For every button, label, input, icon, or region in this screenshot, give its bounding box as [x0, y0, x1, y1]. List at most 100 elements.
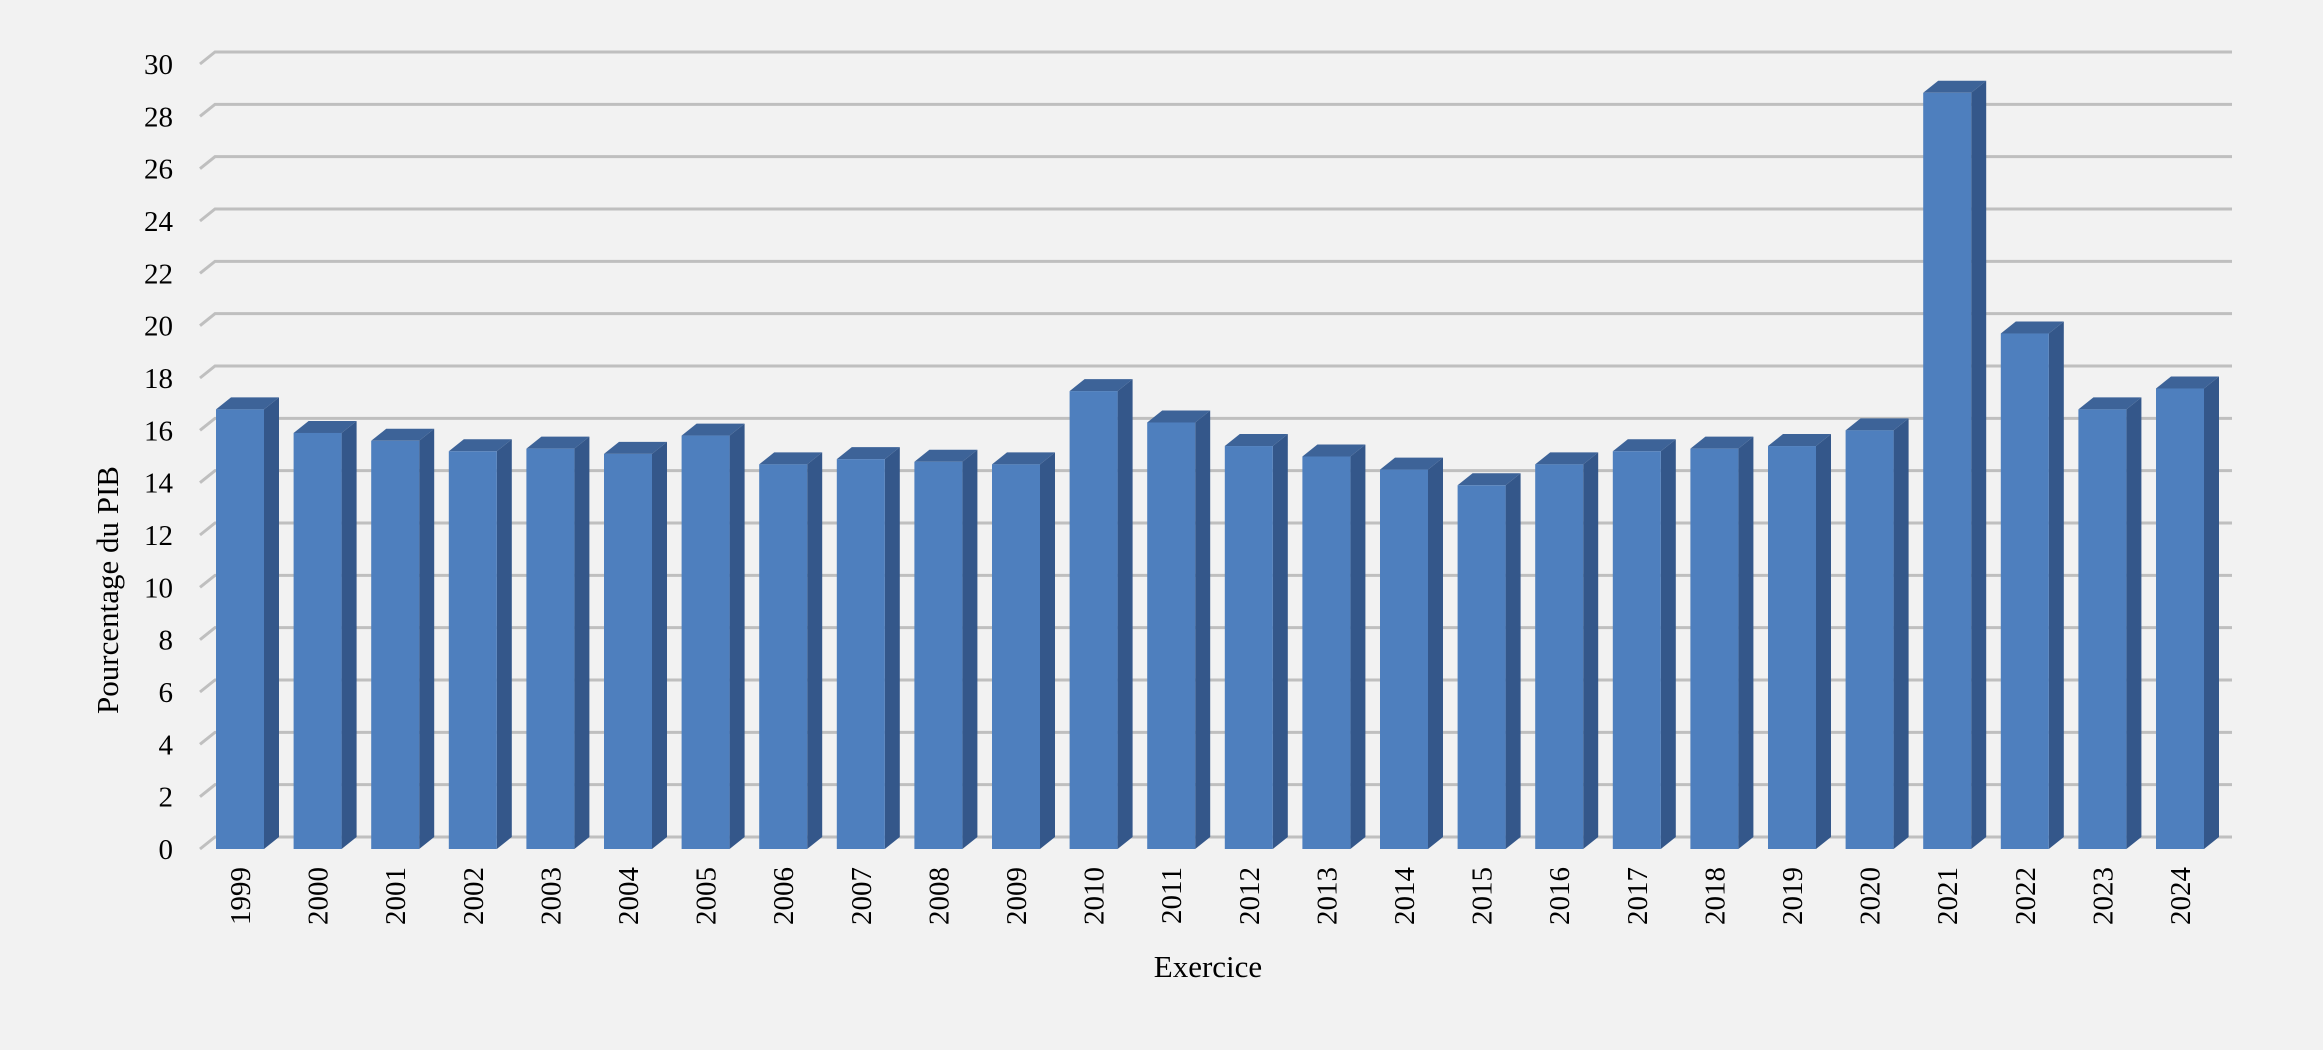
bar-front-2004: [604, 453, 652, 849]
x-tick-label-2011: 2011: [1156, 867, 1188, 924]
bar-side-2024: [2204, 376, 2219, 849]
bar-2002: [448, 439, 512, 849]
bar-top-2007: [836, 447, 900, 460]
bar-top-2004: [604, 441, 667, 454]
bar-side-2006: [807, 452, 823, 849]
bar-front-2018: [1690, 448, 1739, 849]
gridline-22: [199, 259, 2232, 275]
x-axis-ticks: 1999 2000 2001 2002 2003 2004 2005 2006 2007 2008…: [225, 867, 2197, 926]
bar-side-2021: [1971, 80, 1987, 850]
bar-side-2012: [1272, 434, 1288, 849]
bar-front-2021: [1923, 92, 1972, 850]
bar-2013: [1302, 444, 1366, 849]
bar-side-2014: [1428, 457, 1443, 849]
bar-side-2004: [652, 441, 667, 849]
x-tick-label-2005: 2005: [691, 867, 723, 925]
bar-front-2017: [1612, 451, 1661, 849]
y-axis-title: Pourcentage du PIB: [90, 466, 125, 714]
bar-front-2023: [2078, 409, 2127, 849]
bar-front-2006: [759, 464, 808, 849]
y-tick-label-18: 18: [144, 363, 173, 395]
x-tick-label-2018: 2018: [1699, 867, 1731, 925]
bar-side-2017: [1660, 439, 1676, 849]
gridlines: [199, 50, 2232, 851]
gridline-28: [199, 102, 2232, 118]
bar-front-2001: [371, 440, 420, 849]
bar-front-2009: [992, 464, 1040, 849]
x-tick-label-2022: 2022: [2010, 867, 2042, 925]
bar-front-2020: [1845, 430, 1894, 849]
bar-top-2001: [371, 428, 435, 441]
y-tick-label-0: 0: [159, 834, 174, 866]
bar-top-2020: [1845, 418, 1909, 431]
bar-2018: [1690, 436, 1754, 849]
x-tick-label-2017: 2017: [1622, 867, 1654, 925]
bar-front-2015: [1457, 485, 1506, 849]
bar-front-2022: [2000, 333, 2049, 849]
y-tick-label-20: 20: [144, 311, 173, 343]
gridline-26: [199, 155, 2232, 170]
bar-top-2012: [1224, 434, 1288, 447]
bar-top-2015: [1457, 473, 1521, 486]
y-tick-label-6: 6: [159, 677, 174, 709]
bar-2011: [1147, 410, 1211, 849]
bar-top-2010: [1069, 379, 1133, 392]
bar-2019: [1768, 434, 1831, 849]
bar-side-2013: [1350, 444, 1366, 849]
bar-top-2009: [992, 452, 1055, 465]
y-tick-label-28: 28: [144, 101, 173, 133]
bar-side-2010: [1117, 379, 1133, 849]
y-tick-label-30: 30: [144, 49, 173, 81]
bar-front-2000: [293, 432, 342, 849]
bar-2000: [293, 420, 357, 849]
gridline-16: [199, 416, 2232, 432]
bar-side-2020: [1893, 418, 1909, 849]
bar-side-2019: [1816, 434, 1831, 849]
bar-top-2003: [526, 436, 590, 449]
bar-2012: [1224, 434, 1288, 849]
bar-2006: [759, 452, 823, 849]
x-tick-label-2010: 2010: [1079, 867, 1111, 925]
bar-top-2006: [759, 452, 823, 465]
x-tick-label-2019: 2019: [1777, 867, 1809, 925]
bar-front-2016: [1535, 464, 1584, 849]
x-tick-label-2016: 2016: [1544, 867, 1576, 925]
bar-front-2002: [448, 451, 497, 849]
gridline-18: [199, 364, 2232, 380]
bar-2004: [604, 441, 667, 849]
bar-side-2015: [1505, 473, 1521, 849]
bar-2021: [1923, 80, 1987, 850]
x-tick-label-2003: 2003: [535, 867, 567, 925]
gridline-24: [199, 207, 2232, 223]
bar-2022: [2000, 321, 2064, 849]
bar-front-2011: [1147, 422, 1196, 849]
gridline-30: [199, 50, 2232, 66]
bar-side-2022: [2048, 321, 2064, 849]
bar-top-2002: [448, 439, 512, 452]
x-tick-label-2007: 2007: [846, 867, 878, 925]
bar-top-1999: [216, 397, 279, 410]
bar-side-2023: [2126, 397, 2142, 849]
gridline-20: [199, 312, 2232, 327]
y-tick-label-10: 10: [144, 572, 173, 604]
bar-side-2000: [341, 420, 357, 849]
x-tick-label-2009: 2009: [1001, 867, 1033, 925]
y-tick-label-12: 12: [144, 520, 173, 552]
bar-side-2002: [496, 439, 512, 849]
bar-2010: [1069, 379, 1133, 849]
bar-side-2011: [1195, 410, 1211, 849]
bar-top-2018: [1690, 436, 1754, 449]
bar-top-2008: [914, 449, 978, 462]
x-tick-label-2004: 2004: [613, 867, 645, 926]
bar-front-2008: [914, 461, 963, 849]
bar-2005: [681, 423, 745, 849]
bar-top-2016: [1535, 452, 1599, 465]
bar-top-2013: [1302, 444, 1366, 457]
bar-top-2011: [1147, 410, 1211, 423]
bar-front-2019: [1768, 446, 1816, 849]
x-tick-label-2023: 2023: [2087, 867, 2119, 925]
y-tick-label-4: 4: [159, 729, 174, 761]
y-tick-label-2: 2: [159, 782, 174, 814]
x-tick-label-2013: 2013: [1311, 867, 1343, 925]
